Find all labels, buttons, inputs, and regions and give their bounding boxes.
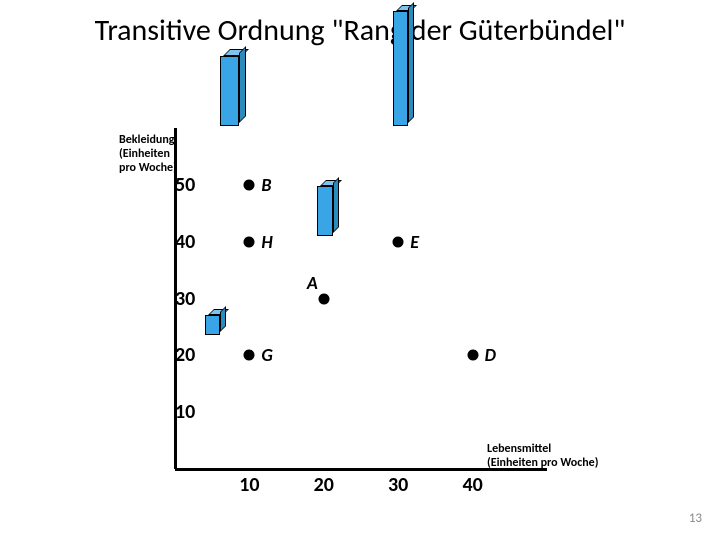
data-point-label: A [307, 272, 318, 294]
data-point [244, 179, 255, 190]
data-point-label: D [485, 344, 496, 366]
page-number: 13 [689, 511, 702, 526]
y-tick-label: 40 [175, 230, 181, 254]
x-tick-label: 10 [239, 469, 259, 497]
y-tick-label: 20 [175, 343, 181, 367]
data-point-label: E [410, 231, 419, 253]
y-tick-label: 50 [175, 173, 181, 197]
data-point [393, 236, 404, 247]
data-point-label: H [261, 231, 272, 253]
y-tick-label: 10 [175, 400, 181, 424]
y-tick-label: 30 [175, 287, 181, 311]
decorative-bar [205, 309, 226, 335]
decorative-bar [220, 49, 246, 126]
data-point [244, 350, 255, 361]
data-point [244, 236, 255, 247]
decorative-bar [393, 5, 414, 126]
data-point [318, 293, 329, 304]
y-axis-label: Bekleidung (Einheiten pro Woche) [119, 134, 177, 175]
x-tick-label: 30 [388, 469, 408, 497]
x-tick-label: 20 [314, 469, 334, 497]
data-point-label: B [261, 174, 271, 196]
scatter-chart: 10 20 30 40 50 10 20 30 40 Bekleidung (Einheiten … [0, 0, 720, 540]
x-axis-label: Lebensmittel (Einheiten pro Woche) [487, 443, 598, 471]
data-point [467, 350, 478, 361]
data-point-label: G [261, 344, 272, 366]
x-tick-label: 40 [462, 469, 482, 497]
decorative-bar [317, 180, 339, 236]
